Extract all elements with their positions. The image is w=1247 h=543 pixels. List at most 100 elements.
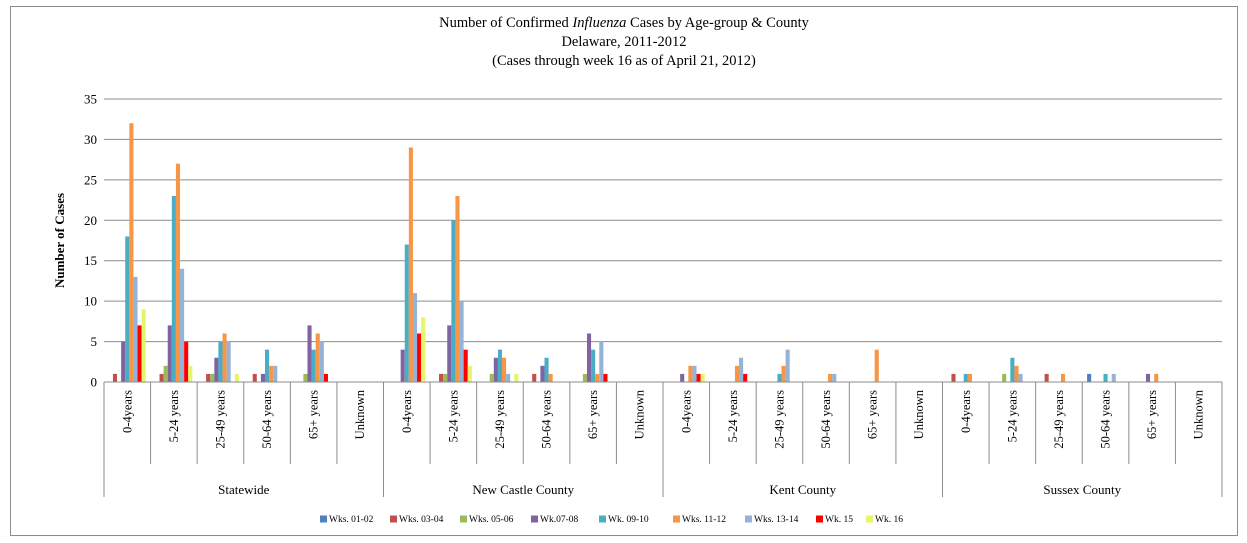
bar-3-8 (494, 358, 498, 382)
bar-7-6 (417, 333, 421, 382)
legend-swatch (460, 516, 467, 523)
category-label: Unknown (912, 389, 926, 439)
category-label: 5-24 years (167, 390, 181, 443)
y-tick-label: 0 (91, 375, 98, 390)
group-label: Sussex County (1043, 482, 1121, 497)
bar-6-12 (692, 366, 696, 382)
bar-6-10 (599, 342, 603, 382)
legend-label: Wk.07-08 (540, 515, 579, 525)
legend-swatch (745, 516, 752, 523)
bars (113, 123, 1158, 382)
bar-5-7 (455, 196, 459, 382)
category-label: 25-49 years (493, 390, 507, 449)
bar-7-7 (464, 350, 468, 382)
bar-3-4 (307, 325, 311, 382)
bar-5-10 (595, 374, 599, 382)
group-label: Kent County (769, 482, 836, 497)
bar-5-3 (269, 366, 273, 382)
legend-label: Wks. 01-02 (329, 515, 374, 525)
bar-4-9 (544, 358, 548, 382)
category-label: 65+ years (307, 390, 321, 439)
bar-5-12 (688, 366, 692, 382)
bar-6-15 (832, 374, 836, 382)
bar-3-7 (447, 325, 451, 382)
bar-5-22 (1154, 374, 1158, 382)
bar-6-21 (1112, 374, 1116, 382)
legend-label: Wk. 09-10 (608, 515, 649, 525)
bar-4-1 (172, 196, 176, 382)
legend-label: Wk. 15 (825, 515, 853, 525)
legend-swatch (599, 516, 606, 523)
bar-7-1 (184, 342, 188, 382)
bar-6-6 (413, 293, 417, 382)
bar-5-1 (176, 164, 180, 382)
bar-2-4 (303, 374, 307, 382)
bar-4-0 (125, 236, 129, 382)
gridlines (104, 99, 1222, 342)
category-label: 65+ years (1145, 390, 1159, 439)
bar-6-0 (133, 277, 137, 382)
bar-1-0 (113, 374, 117, 382)
bar-4-21 (1103, 374, 1107, 382)
bar-8-8 (514, 374, 518, 382)
bar-5-0 (129, 123, 133, 382)
group-label: New Castle County (472, 482, 574, 497)
legend-swatch (531, 516, 538, 523)
bar-5-20 (1061, 374, 1065, 382)
y-tick-label: 25 (84, 172, 97, 187)
category-label: 5-24 years (1005, 390, 1019, 443)
bar-8-6 (421, 317, 425, 382)
bar-8-0 (142, 309, 146, 382)
bar-4-19 (1010, 358, 1014, 382)
bar-1-3 (253, 374, 257, 382)
bar-6-8 (506, 374, 510, 382)
legend-swatch (866, 516, 873, 523)
bar-3-2 (214, 358, 218, 382)
bar-1-7 (439, 374, 443, 382)
bar-2-19 (1002, 374, 1006, 382)
y-tick-label: 30 (84, 132, 97, 147)
category-label: Unknown (1192, 389, 1206, 439)
bar-6-4 (320, 342, 324, 382)
bar-3-6 (401, 350, 405, 382)
bar-0-21 (1087, 374, 1091, 382)
bar-1-20 (1045, 374, 1049, 382)
bar-4-6 (405, 245, 409, 382)
bar-2-1 (164, 366, 168, 382)
category-label: 25-49 years (213, 390, 227, 449)
legend-swatch (673, 516, 680, 523)
bar-5-6 (409, 148, 413, 382)
legend-swatch (390, 516, 397, 523)
bar-4-14 (777, 374, 781, 382)
bar-3-22 (1146, 374, 1150, 382)
y-tick-label: 5 (91, 334, 98, 349)
group-label: Statewide (218, 482, 269, 497)
category-label: 50-64 years (260, 390, 274, 449)
bar-3-1 (168, 325, 172, 382)
bar-6-1 (180, 269, 184, 382)
bar-4-4 (312, 350, 316, 382)
category-label: 25-49 years (1052, 390, 1066, 449)
bar-5-9 (549, 374, 553, 382)
axes: 05101520253035Number of Cases0-4years 5-2… (52, 92, 1222, 498)
category-label: 0-4years (679, 390, 693, 433)
legend-label: Wks. 13-14 (754, 515, 799, 525)
bar-8-12 (701, 374, 705, 382)
bar-6-13 (739, 358, 743, 382)
category-label: 5-24 years (726, 390, 740, 443)
legend-label: Wks. 11-12 (682, 515, 726, 525)
bar-7-12 (697, 374, 701, 382)
bar-7-10 (603, 374, 607, 382)
bar-7-0 (138, 325, 142, 382)
bar-4-2 (218, 342, 222, 382)
bar-5-16 (875, 350, 879, 382)
bar-8-2 (235, 374, 239, 382)
bar-5-15 (828, 374, 832, 382)
y-tick-label: 15 (84, 253, 97, 268)
bar-4-10 (591, 350, 595, 382)
bar-8-1 (188, 366, 192, 382)
legend-label: Wk. 16 (875, 515, 903, 525)
bar-1-2 (206, 374, 210, 382)
y-tick-label: 20 (84, 213, 97, 228)
